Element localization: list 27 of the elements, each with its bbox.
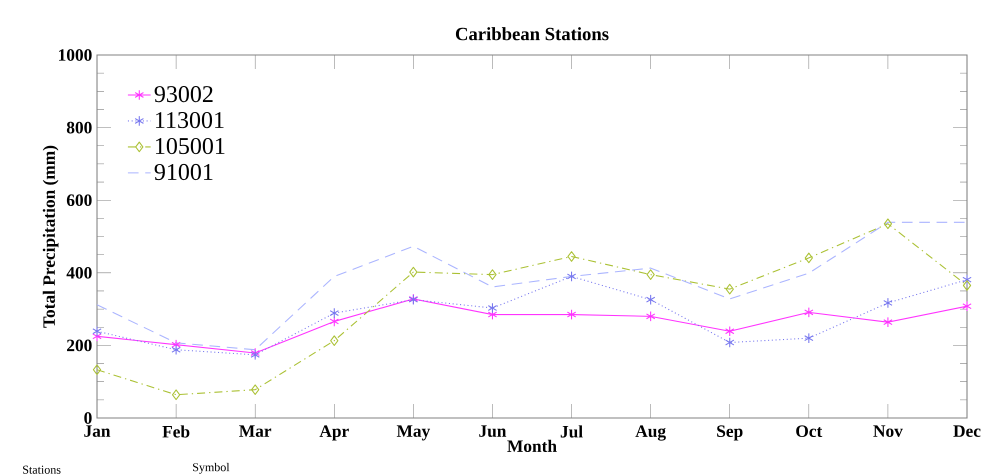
x-tick-label: Mar bbox=[239, 425, 272, 437]
x-tick-label: Nov bbox=[873, 425, 903, 437]
text: Stations bbox=[23, 466, 61, 474]
chart-title: Caribbean Stations bbox=[456, 27, 609, 40]
legend-label: 113001 bbox=[156, 112, 224, 128]
x-tick-label: Jan bbox=[84, 425, 110, 437]
y-tick-label: 1000 bbox=[59, 49, 92, 61]
x-tick-label: Jul bbox=[560, 425, 583, 438]
x-tick-label: Oct bbox=[796, 425, 822, 438]
y-axis-title: Total Precipitation (mm) bbox=[42, 146, 58, 328]
y-tick-label: 0 bbox=[84, 412, 92, 424]
x-tick-label: Apr bbox=[320, 425, 349, 440]
x-tick-label: Feb bbox=[162, 425, 190, 438]
text: Symbol bbox=[193, 462, 230, 474]
x-tick-label: Jun bbox=[479, 425, 506, 437]
x-tick-label: Sep bbox=[717, 425, 743, 441]
y-tick-label: 600 bbox=[66, 194, 92, 206]
x-tick-label: Dec bbox=[953, 425, 981, 437]
x-axis-title: Month bbox=[507, 440, 557, 452]
x-tick-label: Aug bbox=[635, 425, 666, 441]
legend-label: 93002 bbox=[154, 86, 213, 102]
x-tick-label: May bbox=[396, 425, 430, 440]
y-tick-label: 200 bbox=[67, 340, 92, 352]
y-tick-label: 800 bbox=[66, 122, 92, 134]
y-tick-label: 400 bbox=[66, 266, 92, 279]
legend-label: 91001 bbox=[154, 164, 212, 180]
legend-label: 105001 bbox=[156, 138, 224, 154]
